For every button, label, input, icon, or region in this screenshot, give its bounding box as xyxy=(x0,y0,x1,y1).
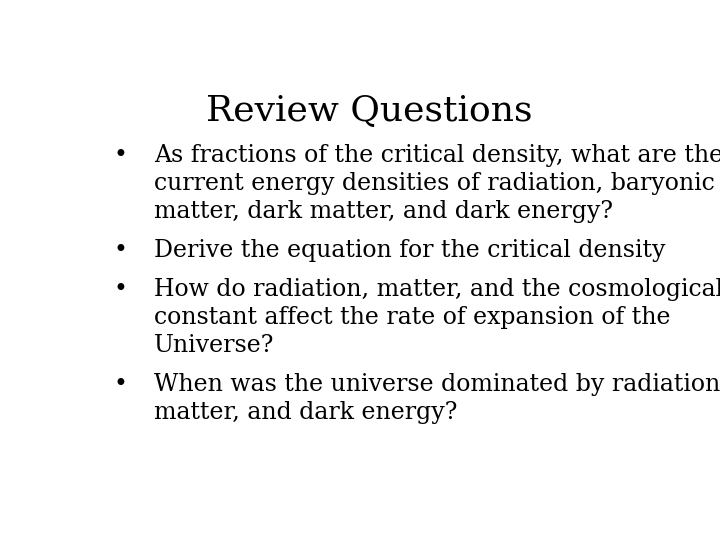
Text: matter, dark matter, and dark energy?: matter, dark matter, and dark energy? xyxy=(154,200,613,224)
Text: Derive the equation for the critical density: Derive the equation for the critical den… xyxy=(154,239,666,262)
Text: current energy densities of radiation, baryonic: current energy densities of radiation, b… xyxy=(154,172,715,195)
Text: •: • xyxy=(114,144,127,167)
Text: matter, and dark energy?: matter, and dark energy? xyxy=(154,401,457,424)
Text: •: • xyxy=(114,239,127,262)
Text: •: • xyxy=(114,278,127,301)
Text: •: • xyxy=(114,373,127,396)
Text: Universe?: Universe? xyxy=(154,334,274,357)
Text: How do radiation, matter, and the cosmological: How do radiation, matter, and the cosmol… xyxy=(154,278,720,301)
Text: As fractions of the critical density, what are the: As fractions of the critical density, wh… xyxy=(154,144,720,167)
Text: constant affect the rate of expansion of the: constant affect the rate of expansion of… xyxy=(154,306,670,329)
Text: Review Questions: Review Questions xyxy=(206,94,532,128)
Text: When was the universe dominated by radiation,: When was the universe dominated by radia… xyxy=(154,373,720,396)
